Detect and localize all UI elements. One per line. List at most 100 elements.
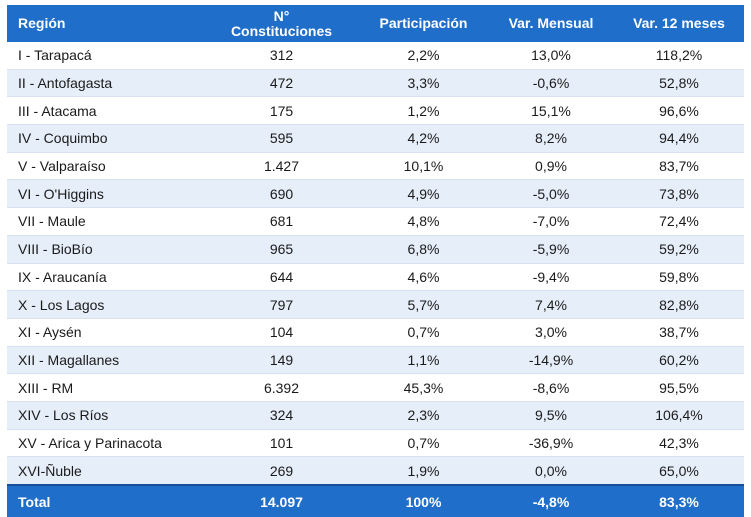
cell-participacion: 1,1% bbox=[359, 346, 488, 374]
total-var-mensual: -4,8% bbox=[488, 484, 614, 517]
cell-var-12-meses: 95,5% bbox=[614, 373, 744, 402]
table-row: IV - Coquimbo 595 4,2% 8,2% 94,4% bbox=[7, 124, 744, 153]
cell-var-12-meses: 60,2% bbox=[614, 346, 744, 374]
cell-participacion: 2,3% bbox=[359, 401, 488, 430]
cell-region: XI - Aysén bbox=[7, 318, 204, 347]
cell-constituciones: 175 bbox=[204, 96, 359, 125]
cell-region: XV - Arica y Parinacota bbox=[7, 429, 204, 457]
total-var-12-meses: 83,3% bbox=[614, 484, 744, 517]
cell-region: X - Los Lagos bbox=[7, 290, 204, 319]
cell-constituciones: 104 bbox=[204, 318, 359, 347]
header-var-mensual: Var. Mensual bbox=[488, 5, 614, 42]
cell-constituciones: 690 bbox=[204, 179, 359, 208]
cell-var-12-meses: 73,8% bbox=[614, 179, 744, 208]
cell-participacion: 0,7% bbox=[359, 429, 488, 457]
table-row: I - Tarapacá 312 2,2% 13,0% 118,2% bbox=[7, 42, 744, 70]
cell-var-mensual: -5,0% bbox=[488, 179, 614, 208]
table-row: III - Atacama 175 1,2% 15,1% 96,6% bbox=[7, 96, 744, 125]
table-row: XV - Arica y Parinacota 101 0,7% -36,9% 42,3… bbox=[7, 429, 744, 457]
cell-var-12-meses: 82,8% bbox=[614, 290, 744, 319]
cell-var-mensual: 0,0% bbox=[488, 456, 614, 485]
header-row: Región N° Constituciones Participación V… bbox=[7, 5, 744, 42]
table-row: IX - Araucanía 644 4,6% -9,4% 59,8% bbox=[7, 263, 744, 291]
cell-var-mensual: -8,6% bbox=[488, 373, 614, 402]
cell-participacion: 0,7% bbox=[359, 318, 488, 347]
table-row: II - Antofagasta 472 3,3% -0,6% 52,8% bbox=[7, 69, 744, 97]
cell-var-mensual: 8,2% bbox=[488, 124, 614, 153]
cell-constituciones: 101 bbox=[204, 429, 359, 457]
cell-region: VIII - BioBío bbox=[7, 235, 204, 263]
cell-var-12-meses: 59,8% bbox=[614, 263, 744, 291]
cell-region: IX - Araucanía bbox=[7, 263, 204, 291]
cell-constituciones: 644 bbox=[204, 263, 359, 291]
cell-constituciones: 1.427 bbox=[204, 152, 359, 180]
cell-var-12-meses: 72,4% bbox=[614, 207, 744, 236]
cell-region: II - Antofagasta bbox=[7, 69, 204, 97]
table-row: VI - O'Higgins 690 4,9% -5,0% 73,8% bbox=[7, 179, 744, 208]
cell-var-mensual: 3,0% bbox=[488, 318, 614, 347]
cell-constituciones: 149 bbox=[204, 346, 359, 374]
table-row: XII - Magallanes 149 1,1% -14,9% 60,2% bbox=[7, 346, 744, 374]
cell-region: XIII - RM bbox=[7, 373, 204, 402]
cell-region: XVI-Ñuble bbox=[7, 456, 204, 485]
cell-var-mensual: -9,4% bbox=[488, 263, 614, 291]
header-constituciones-line2: Constituciones bbox=[230, 22, 333, 39]
table-body: I - Tarapacá 312 2,2% 13,0% 118,2% II - Antof… bbox=[7, 42, 744, 485]
cell-constituciones: 681 bbox=[204, 207, 359, 236]
cell-participacion: 4,8% bbox=[359, 207, 488, 236]
header-constituciones: N° Constituciones bbox=[204, 5, 359, 42]
cell-var-mensual: 15,1% bbox=[488, 96, 614, 125]
header-var-12-meses: Var. 12 meses bbox=[614, 5, 744, 42]
cell-var-12-meses: 38,7% bbox=[614, 318, 744, 347]
cell-participacion: 4,2% bbox=[359, 124, 488, 153]
total-participacion: 100% bbox=[359, 484, 488, 517]
cell-var-mensual: 13,0% bbox=[488, 42, 614, 70]
cell-participacion: 5,7% bbox=[359, 290, 488, 319]
table-row: V - Valparaíso 1.427 10,1% 0,9% 83,7% bbox=[7, 152, 744, 180]
table-row: XIII - RM 6.392 45,3% -8,6% 95,5% bbox=[7, 373, 744, 402]
total-constituciones: 14.097 bbox=[204, 484, 359, 517]
cell-region: VI - O'Higgins bbox=[7, 179, 204, 208]
cell-participacion: 1,2% bbox=[359, 96, 488, 125]
cell-var-mensual: -36,9% bbox=[488, 429, 614, 457]
cell-constituciones: 312 bbox=[204, 42, 359, 70]
cell-constituciones: 269 bbox=[204, 456, 359, 485]
cell-var-12-meses: 96,6% bbox=[614, 96, 744, 125]
cell-region: V - Valparaíso bbox=[7, 152, 204, 180]
cell-participacion: 2,2% bbox=[359, 42, 488, 70]
cell-constituciones: 965 bbox=[204, 235, 359, 263]
cell-region: I - Tarapacá bbox=[7, 42, 204, 70]
header-participacion: Participación bbox=[359, 5, 488, 42]
cell-region: XIV - Los Ríos bbox=[7, 401, 204, 430]
cell-constituciones: 324 bbox=[204, 401, 359, 430]
cell-var-12-meses: 59,2% bbox=[614, 235, 744, 263]
cell-var-12-meses: 106,4% bbox=[614, 401, 744, 430]
cell-var-12-meses: 65,0% bbox=[614, 456, 744, 485]
cell-region: III - Atacama bbox=[7, 96, 204, 125]
cell-constituciones: 595 bbox=[204, 124, 359, 153]
cell-var-mensual: -7,0% bbox=[488, 207, 614, 236]
cell-var-12-meses: 94,4% bbox=[614, 124, 744, 153]
cell-var-mensual: 7,4% bbox=[488, 290, 614, 319]
cell-var-12-meses: 83,7% bbox=[614, 152, 744, 180]
cell-region: XII - Magallanes bbox=[7, 346, 204, 374]
header-constituciones-line1: N° bbox=[273, 7, 290, 24]
table-row: X - Los Lagos 797 5,7% 7,4% 82,8% bbox=[7, 290, 744, 319]
cell-var-12-meses: 52,8% bbox=[614, 69, 744, 97]
cell-participacion: 3,3% bbox=[359, 69, 488, 97]
cell-var-mensual: 0,9% bbox=[488, 152, 614, 180]
table-row: XIV - Los Ríos 324 2,3% 9,5% 106,4% bbox=[7, 401, 744, 430]
cell-constituciones: 472 bbox=[204, 69, 359, 97]
cell-var-mensual: 9,5% bbox=[488, 401, 614, 430]
cell-participacion: 1,9% bbox=[359, 456, 488, 485]
table-row: VIII - BioBío 965 6,8% -5,9% 59,2% bbox=[7, 235, 744, 263]
cell-region: IV - Coquimbo bbox=[7, 124, 204, 153]
table-header: Región N° Constituciones Participación V… bbox=[7, 5, 744, 42]
table-footer: Total 14.097 100% -4,8% 83,3% bbox=[7, 484, 744, 517]
cell-var-mensual: -14,9% bbox=[488, 346, 614, 374]
cell-participacion: 4,9% bbox=[359, 179, 488, 208]
cell-constituciones: 797 bbox=[204, 290, 359, 319]
cell-var-mensual: -0,6% bbox=[488, 69, 614, 97]
cell-participacion: 45,3% bbox=[359, 373, 488, 402]
